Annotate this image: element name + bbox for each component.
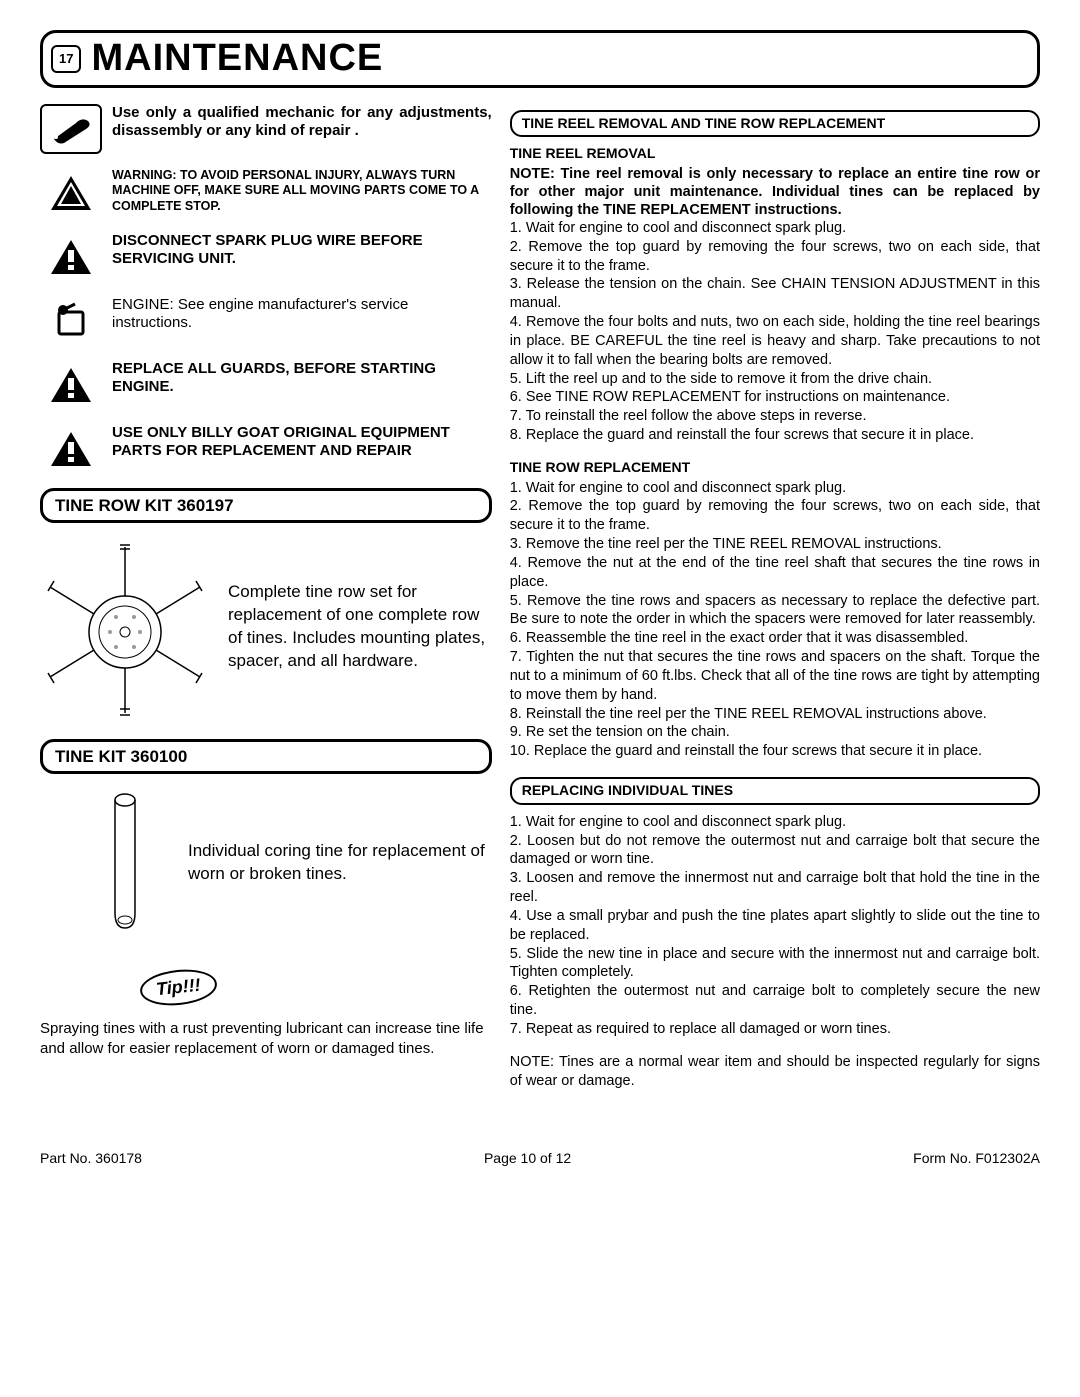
step-line: 1. Wait for engine to cool and disconnec…: [510, 813, 1040, 832]
step-line: 3. Release the tension on the chain. See…: [510, 275, 1040, 313]
tine-row-kit-heading: TINE ROW KIT 360197: [40, 488, 492, 523]
tip-text: Spraying tines with a rust preventing lu…: [40, 1019, 492, 1060]
step-line: 8. Replace the guard and reinstall the f…: [510, 426, 1040, 445]
warning-triangle-icon: [40, 424, 102, 474]
manual-icon: [40, 296, 102, 346]
step-line: 3. Loosen and remove the innermost nut a…: [510, 869, 1040, 907]
step-line: 4. Remove the nut at the end of the tine…: [510, 554, 1040, 592]
reel-removal-steps: 1. Wait for engine to cool and disconnec…: [510, 219, 1040, 445]
step-line: 7. To reinstall the reel follow the abov…: [510, 407, 1040, 426]
warning-triangle-icon: [40, 360, 102, 410]
individual-tines-note: NOTE: Tines are a normal wear item and s…: [510, 1053, 1040, 1091]
step-line: 2. Remove the top guard by removing the …: [510, 238, 1040, 276]
right-column: TINE REEL REMOVAL AND TINE ROW REPLACEME…: [510, 104, 1040, 1091]
guards-note: REPLACE ALL GUARDS, BEFORE STARTING ENGI…: [112, 360, 492, 398]
tine-kit-diagram: [80, 788, 170, 938]
page-number-box: 17: [51, 45, 81, 73]
row-replacement-steps: 1. Wait for engine to cool and disconnec…: [510, 479, 1040, 762]
step-line: 7. Repeat as required to replace all dam…: [510, 1020, 1040, 1039]
parts-note: USE ONLY BILLY GOAT ORIGINAL EQUIPMENT P…: [112, 424, 492, 462]
individual-tines-pill: REPLACING INDIVIDUAL TINES: [510, 777, 1040, 805]
reel-removal-heading: TINE REEL REMOVAL: [510, 145, 1040, 163]
row-replacement-heading: TINE ROW REPLACEMENT: [510, 459, 1040, 477]
disconnect-note: DISCONNECT SPARK PLUG WIRE BEFORE SERVIC…: [112, 232, 492, 270]
step-line: 4. Use a small prybar and push the tine …: [510, 907, 1040, 945]
warning-triangle-icon: [40, 232, 102, 282]
step-line: 5. Lift the reel up and to the side to r…: [510, 370, 1040, 389]
page-title: MAINTENANCE: [91, 35, 383, 83]
step-line: 7. Tighten the nut that secures the tine…: [510, 648, 1040, 705]
step-line: 6. Retighten the outermost nut and carra…: [510, 982, 1040, 1020]
tine-kit-heading: TINE KIT 360100: [40, 739, 492, 774]
footer-page: Page 10 of 12: [484, 1150, 571, 1168]
step-line: 2. Loosen but do not remove the outermos…: [510, 832, 1040, 870]
left-column: Use only a qualified mechanic for any ad…: [40, 104, 492, 1091]
step-line: 1. Wait for engine to cool and disconnec…: [510, 479, 1040, 498]
wrench-icon: [40, 104, 102, 154]
footer-part: Part No. 360178: [40, 1150, 142, 1168]
reel-removal-note: NOTE: Tine reel removal is only necessar…: [510, 165, 1040, 219]
warning-triangle-icon: [40, 168, 102, 218]
tip-badge: Tip!!!: [138, 966, 218, 1008]
individual-tines-steps: 1. Wait for engine to cool and disconnec…: [510, 813, 1040, 1039]
step-line: 1. Wait for engine to cool and disconnec…: [510, 219, 1040, 238]
step-line: 9. Re set the tension on the chain.: [510, 723, 1040, 742]
step-line: 6. Reassemble the tine reel in the exact…: [510, 629, 1040, 648]
step-line: 10. Replace the guard and reinstall the …: [510, 742, 1040, 761]
injury-warning: WARNING: TO AVOID PERSONAL INJURY, ALWAY…: [112, 168, 492, 215]
mechanic-note: Use only a qualified mechanic for any ad…: [112, 104, 492, 142]
tine-row-kit-diagram: [40, 537, 210, 717]
step-line: 4. Remove the four bolts and nuts, two o…: [510, 313, 1040, 370]
tine-row-kit-desc: Complete tine row set for replacement of…: [228, 581, 492, 673]
footer-form: Form No. F012302A: [913, 1150, 1040, 1168]
step-line: 3. Remove the tine reel per the TINE REE…: [510, 535, 1040, 554]
step-line: 2. Remove the top guard by removing the …: [510, 497, 1040, 535]
engine-note: ENGINE: See engine manufacturer's servic…: [112, 296, 492, 334]
step-line: 8. Reinstall the tine reel per the TINE …: [510, 705, 1040, 724]
tine-kit-desc: Individual coring tine for replacement o…: [188, 840, 492, 886]
reel-removal-pill: TINE REEL REMOVAL AND TINE ROW REPLACEME…: [510, 110, 1040, 138]
title-bar: 17 MAINTENANCE: [40, 30, 1040, 88]
step-line: 5. Slide the new tine in place and secur…: [510, 945, 1040, 983]
footer: Part No. 360178 Page 10 of 12 Form No. F…: [40, 1150, 1040, 1168]
step-line: 5. Remove the tine rows and spacers as n…: [510, 592, 1040, 630]
step-line: 6. See TINE ROW REPLACEMENT for instruct…: [510, 388, 1040, 407]
